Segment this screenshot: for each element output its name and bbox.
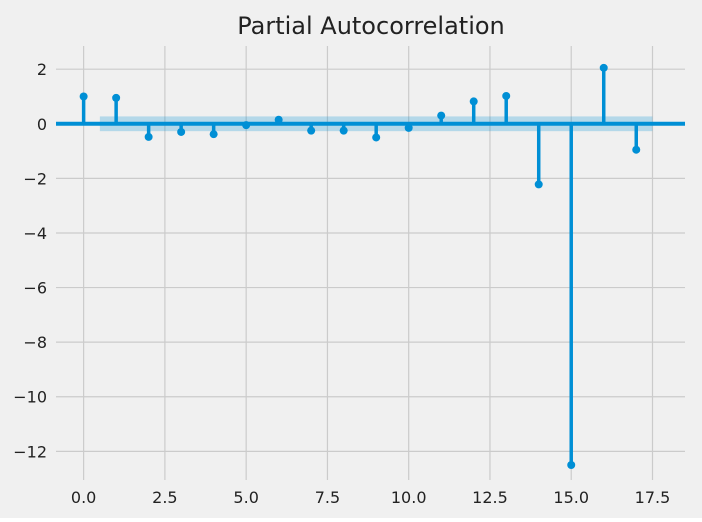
stem-marker — [372, 133, 381, 142]
stem-marker — [404, 123, 413, 132]
stem-marker — [209, 130, 218, 139]
stem-marker — [567, 460, 576, 469]
x-tick-label: 5.0 — [233, 488, 258, 507]
y-tick-label: −4 — [23, 224, 47, 243]
stem-marker — [502, 91, 511, 100]
stem-marker — [177, 127, 186, 136]
tick-label-layer: 0.0 2.5 5.0 7.5 10.0 12.5 15.0 17.5 2 0 −2 −4 −6 −8 −1… — [13, 60, 670, 507]
y-tick-label: −6 — [23, 279, 47, 298]
x-tick-label: 0.0 — [71, 488, 96, 507]
x-tick-label: 12.5 — [472, 488, 508, 507]
stem-marker — [112, 93, 121, 102]
stem-marker — [274, 115, 283, 124]
chart-title: Partial Autocorrelation — [237, 12, 505, 40]
stem-marker — [144, 132, 153, 141]
stem-marker — [307, 126, 316, 135]
stem-marker — [242, 121, 251, 130]
stem-marker — [437, 111, 446, 120]
x-tick-label: 2.5 — [152, 488, 177, 507]
y-tick-label: 0 — [37, 115, 47, 134]
stem-marker — [632, 145, 641, 154]
x-tick-label: 17.5 — [635, 488, 671, 507]
x-tick-label: 10.0 — [391, 488, 427, 507]
stem-layer — [79, 63, 641, 469]
stem-marker — [534, 180, 543, 189]
y-tick-label: −12 — [13, 442, 47, 461]
y-tick-label: −2 — [23, 169, 47, 188]
stem-marker — [469, 97, 478, 106]
x-tick-label: 7.5 — [315, 488, 340, 507]
stem-marker — [599, 63, 608, 72]
x-tick-label: 15.0 — [553, 488, 589, 507]
y-tick-label: −8 — [23, 333, 47, 352]
stem-marker — [339, 126, 348, 135]
y-tick-label: 2 — [37, 60, 47, 79]
stem-marker — [79, 92, 88, 101]
y-tick-label: −10 — [13, 388, 47, 407]
grid-layer — [56, 46, 685, 480]
